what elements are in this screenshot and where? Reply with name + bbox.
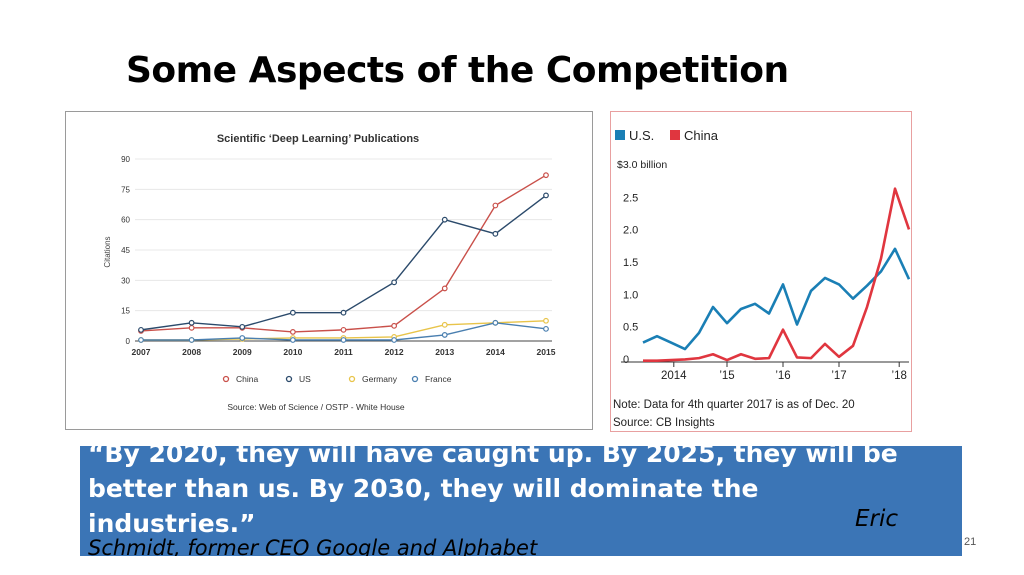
chart1-yticks: 0 15 30 45 60 75 90 — [121, 155, 130, 346]
chart2-series-line — [642, 247, 911, 351]
chart1-data-point — [441, 216, 448, 223]
chart1-ytick-label: 30 — [121, 276, 130, 285]
chart1-legend-label: US — [299, 374, 311, 384]
chart1-data-point — [340, 326, 347, 333]
chart2-xticks: 2014 ’15 ’16 ’17 ’18 — [661, 362, 907, 382]
chart1-data-point — [492, 319, 499, 326]
chart1-data-point — [188, 337, 195, 343]
chart1-xtick-label: 2007 — [132, 347, 151, 357]
quote-author-role: Schmidt, former CEO Google and Alphabet — [88, 536, 538, 556]
chart2-legend: U.S. China — [615, 128, 719, 143]
chart1-ytick-label: 90 — [121, 155, 130, 164]
chart1-series-line — [140, 174, 547, 333]
chart1-xtick-label: 2014 — [486, 347, 505, 357]
chart1-legend: China US Germany France — [222, 374, 452, 384]
chart2-ytick-label: 0 — [623, 354, 629, 366]
chart1-ytick-label: 15 — [121, 307, 130, 316]
chart2-legend-swatch — [670, 130, 680, 140]
slide-title: Some Aspects of the Competition — [126, 50, 789, 91]
chart2-source: Source: CB Insights — [613, 417, 715, 429]
chart1-xtick-label: 2009 — [233, 347, 252, 357]
quote-author: Eric — [855, 506, 899, 532]
chart1-xticks: 2007 2008 2009 2010 2011 2012 2013 2014 2015 — [132, 347, 556, 357]
chart1-data-point — [289, 328, 296, 335]
chart1-xtick-label: 2013 — [435, 347, 454, 357]
chart1-title: Scientific ‘Deep Learning’ Publications — [217, 133, 419, 145]
chart1-data-point — [340, 337, 347, 343]
chart2-xtick-label: ’17 — [831, 370, 846, 382]
chart1-data-point — [138, 337, 144, 343]
chart2-legend-label: U.S. — [629, 128, 654, 143]
chart1-data-point — [492, 202, 499, 209]
chart1-legend-label: China — [236, 374, 258, 384]
chart2-xtick-label: ’18 — [892, 370, 907, 382]
chart1-xtick-label: 2012 — [385, 347, 404, 357]
funding-chart: U.S. China $3.0 billion 00.51.01.52.02.5 … — [613, 128, 911, 429]
chart2-note: Note: Data for 4th quarter 2017 is as of… — [613, 399, 855, 411]
chart2-ytick-label: 2.5 — [623, 192, 638, 204]
chart1-data-point — [239, 323, 246, 330]
chart1-ylabel: Citations — [103, 236, 112, 267]
chart1-xtick-label: 2008 — [182, 347, 201, 357]
chart1-data-point — [188, 324, 195, 331]
funding-chart-panel: U.S. China $3.0 billion 0 0.5 1.0 1.5 2.0 2.5 … — [610, 111, 912, 432]
chart1-data-point — [543, 192, 549, 199]
chart1-legend-marker — [348, 375, 356, 383]
chart1-ytick-label: 75 — [121, 185, 130, 194]
chart2-ytick-label: 1.5 — [623, 257, 638, 269]
chart1-xtick-label: 2010 — [283, 347, 302, 357]
chart1-xtick-label: 2015 — [537, 347, 556, 357]
chart2-xtick-label: 2014 — [661, 370, 687, 382]
chart1-data-point — [441, 332, 448, 338]
chart1-series — [138, 172, 549, 343]
chart1-data-point — [391, 279, 398, 286]
chart1-data-point — [289, 309, 296, 316]
chart2-legend-swatch — [615, 130, 625, 140]
quote-text: “By 2020, they will have caught up. By 2… — [88, 446, 898, 538]
chart1-data-point — [340, 309, 347, 316]
chart2-ytick-label: 0.5 — [623, 322, 638, 334]
chart1-data-point — [543, 172, 549, 179]
chart1-data-point — [441, 321, 448, 328]
chart1-data-point — [188, 319, 195, 326]
chart1-ytick-label: 45 — [121, 246, 130, 255]
chart1-data-point — [289, 337, 296, 343]
publications-chart-panel: Scientific ‘Deep Learning’ Publications … — [65, 111, 593, 430]
chart1-data-point — [441, 285, 448, 292]
chart1-data-point — [543, 317, 549, 324]
chart1-legend-marker — [222, 375, 230, 383]
chart2-series-line — [643, 187, 911, 363]
chart1-ytick-label: 60 — [121, 216, 130, 225]
chart2-series — [642, 187, 911, 363]
chart1-data-point — [492, 230, 499, 237]
chart1-source: Source: Web of Science / OSTP - White Ho… — [227, 402, 405, 412]
chart1-data-point — [391, 322, 398, 329]
chart2-unit-label: $3.0 billion — [617, 159, 667, 171]
chart1-data-point — [239, 335, 246, 341]
chart2-yticks: 0 0.5 1.0 1.5 2.0 2.5 — [621, 192, 909, 366]
chart1-data-point — [391, 337, 398, 343]
chart2-legend-label: China — [684, 128, 719, 143]
page-number: 21 — [964, 536, 977, 548]
chart1-ytick-label: 0 — [126, 337, 131, 346]
chart1-legend-label: Germany — [362, 374, 398, 384]
quote-box: “By 2020, they will have caught up. By 2… — [80, 446, 962, 556]
publications-chart: Scientific ‘Deep Learning’ Publications … — [103, 133, 556, 412]
chart1-legend-marker — [411, 375, 419, 383]
chart1-series-line — [140, 194, 547, 331]
chart1-grid — [135, 158, 552, 342]
chart2-xtick-label: ’16 — [775, 370, 790, 382]
chart1-data-point — [543, 325, 549, 332]
chart2-xtick-label: ’15 — [719, 370, 734, 382]
chart1-xtick-label: 2011 — [334, 347, 353, 357]
chart1-legend-label: France — [425, 374, 452, 384]
chart2-ytick-label: 1.0 — [623, 289, 638, 301]
chart1-legend-marker — [285, 375, 293, 383]
chart1-data-point — [138, 326, 144, 333]
chart2-ytick-label: 2.0 — [623, 225, 638, 237]
